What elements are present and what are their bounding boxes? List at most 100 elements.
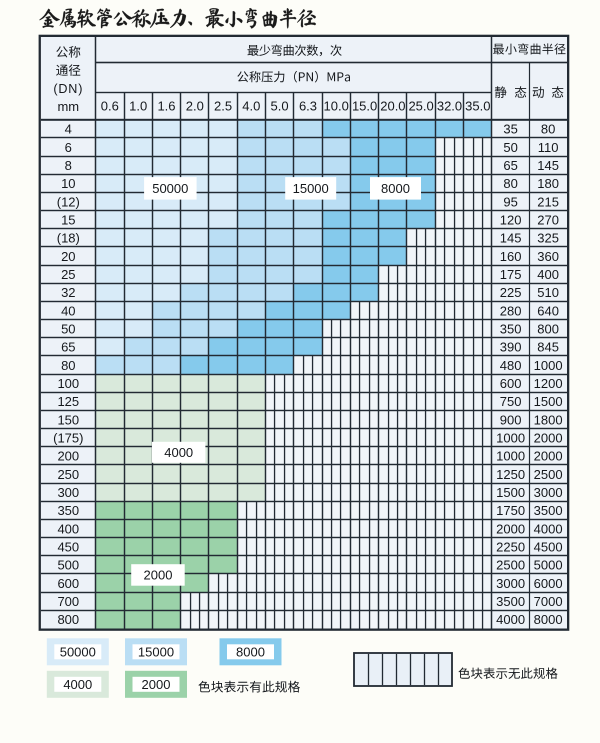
svg-text:15: 15 (61, 213, 75, 228)
svg-text:4000: 4000 (496, 612, 525, 627)
svg-text:10.0: 10.0 (324, 99, 349, 114)
svg-text:1.6: 1.6 (157, 99, 175, 114)
svg-text:750: 750 (500, 394, 522, 409)
svg-text:32: 32 (61, 285, 75, 300)
svg-text:215: 215 (537, 194, 559, 209)
svg-text:1000: 1000 (496, 449, 525, 464)
svg-text:3500: 3500 (496, 594, 525, 609)
svg-text:600: 600 (57, 576, 79, 591)
svg-text:325: 325 (537, 231, 559, 246)
svg-text:mm: mm (57, 99, 79, 114)
svg-text:360: 360 (537, 249, 559, 264)
svg-text:250: 250 (57, 467, 79, 482)
svg-text:480: 480 (500, 358, 522, 373)
svg-text:50: 50 (61, 322, 75, 337)
svg-text:65: 65 (61, 340, 75, 355)
svg-text:80: 80 (503, 176, 517, 191)
svg-text:450: 450 (57, 540, 79, 555)
svg-text:4000: 4000 (534, 521, 563, 536)
svg-text:2.5: 2.5 (214, 99, 232, 114)
svg-text:4.0: 4.0 (242, 99, 260, 114)
svg-text:6000: 6000 (534, 576, 563, 591)
svg-text:3000: 3000 (534, 485, 563, 500)
svg-text:125: 125 (57, 394, 79, 409)
svg-text:350: 350 (57, 503, 79, 518)
svg-text:25.0: 25.0 (408, 99, 433, 114)
svg-text:150: 150 (57, 412, 79, 427)
svg-text:2000: 2000 (496, 521, 525, 536)
svg-text:35.0: 35.0 (465, 99, 490, 114)
svg-text:35: 35 (503, 122, 517, 137)
svg-text:2250: 2250 (496, 540, 525, 555)
svg-text:145: 145 (500, 231, 522, 246)
svg-text:3500: 3500 (534, 503, 563, 518)
svg-text:1500: 1500 (534, 394, 563, 409)
svg-text:2000: 2000 (144, 568, 173, 583)
svg-text:2000: 2000 (142, 677, 171, 692)
svg-text:(175): (175) (53, 431, 83, 446)
svg-text:25: 25 (61, 267, 75, 282)
svg-text:80: 80 (61, 358, 75, 373)
svg-text:15000: 15000 (138, 645, 174, 660)
svg-text:2500: 2500 (496, 558, 525, 573)
svg-text:5000: 5000 (534, 558, 563, 573)
svg-text:120: 120 (500, 213, 522, 228)
svg-text:400: 400 (57, 521, 79, 536)
svg-text:6: 6 (65, 140, 72, 155)
svg-text:800: 800 (57, 612, 79, 627)
svg-text:10: 10 (61, 176, 75, 191)
svg-text:8000: 8000 (236, 645, 265, 660)
svg-text:845: 845 (537, 340, 559, 355)
svg-text:95: 95 (503, 194, 517, 209)
svg-text:(DN): (DN) (53, 82, 83, 96)
svg-text:400: 400 (537, 267, 559, 282)
svg-text:180: 180 (537, 176, 559, 191)
svg-text:225: 225 (500, 285, 522, 300)
svg-text:280: 280 (500, 303, 522, 318)
svg-text:8: 8 (65, 158, 72, 173)
svg-text:700: 700 (57, 594, 79, 609)
svg-text:7000: 7000 (534, 594, 563, 609)
svg-text:1200: 1200 (534, 376, 563, 391)
svg-text:50: 50 (503, 140, 517, 155)
svg-text:4000: 4000 (164, 445, 193, 460)
svg-text:(18): (18) (57, 231, 80, 246)
svg-text:1000: 1000 (496, 431, 525, 446)
svg-text:2000: 2000 (534, 431, 563, 446)
svg-text:1800: 1800 (534, 412, 563, 427)
svg-text:4: 4 (65, 122, 72, 137)
svg-text:175: 175 (500, 267, 522, 282)
svg-text:8000: 8000 (381, 181, 410, 196)
svg-text:40: 40 (61, 303, 75, 318)
svg-text:100: 100 (57, 376, 79, 391)
svg-text:32.0: 32.0 (437, 99, 462, 114)
svg-text:300: 300 (57, 485, 79, 500)
svg-text:510: 510 (537, 285, 559, 300)
svg-text:900: 900 (500, 412, 522, 427)
svg-text:4500: 4500 (534, 540, 563, 555)
svg-text:50000: 50000 (152, 181, 188, 196)
svg-text:3000: 3000 (496, 576, 525, 591)
svg-text:1500: 1500 (496, 485, 525, 500)
svg-text:2.0: 2.0 (186, 99, 204, 114)
svg-text:640: 640 (537, 303, 559, 318)
svg-text:6.3: 6.3 (299, 99, 317, 114)
svg-text:800: 800 (537, 322, 559, 337)
svg-text:50000: 50000 (60, 645, 96, 660)
svg-text:1250: 1250 (496, 467, 525, 482)
svg-text:160: 160 (500, 249, 522, 264)
svg-text:390: 390 (500, 340, 522, 355)
svg-text:15.0: 15.0 (352, 99, 377, 114)
svg-text:8000: 8000 (534, 612, 563, 627)
svg-text:4000: 4000 (63, 677, 92, 692)
svg-text:(12): (12) (57, 194, 80, 209)
svg-text:350: 350 (500, 322, 522, 337)
svg-text:1000: 1000 (534, 358, 563, 373)
svg-text:65: 65 (503, 158, 517, 173)
svg-text:600: 600 (500, 376, 522, 391)
svg-text:20.0: 20.0 (380, 99, 405, 114)
svg-text:1750: 1750 (496, 503, 525, 518)
svg-text:2000: 2000 (534, 449, 563, 464)
svg-text:110: 110 (538, 140, 559, 155)
svg-text:5.0: 5.0 (271, 99, 289, 114)
